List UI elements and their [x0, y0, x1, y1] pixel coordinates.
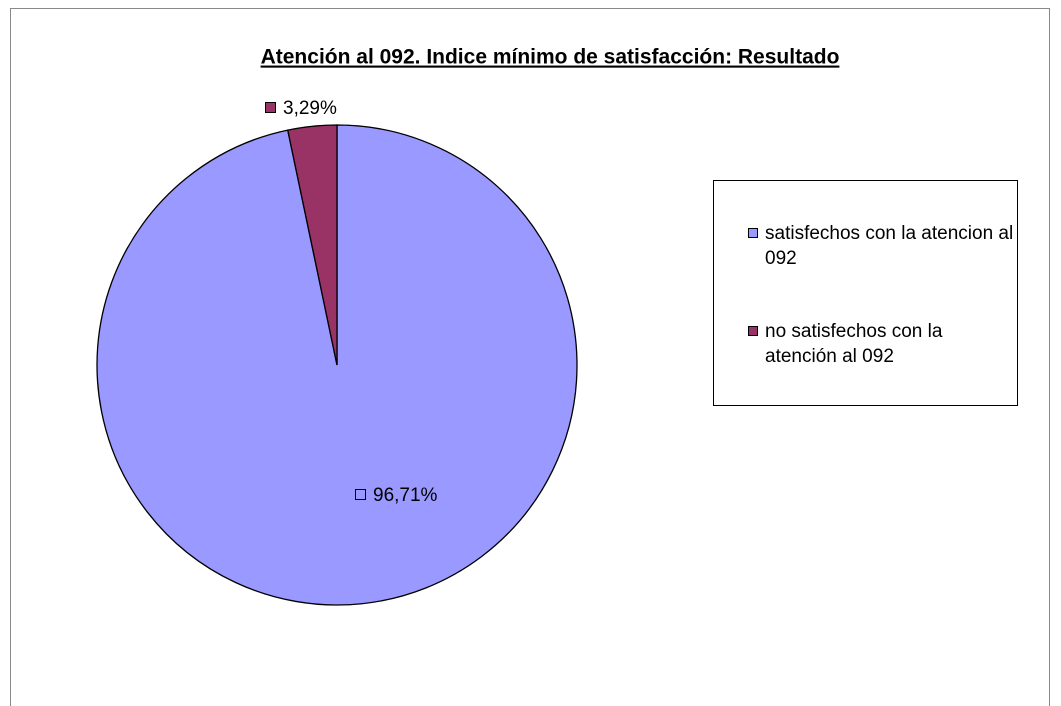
legend: satisfechos con la atencion al 092 no sat… — [713, 180, 1018, 406]
data-label: 3,29% — [283, 98, 337, 119]
legend-label: satisfechos con la atencion al 092 — [765, 223, 1014, 269]
chart-title: Atención al 092. Indice mínimo de satisf… — [261, 46, 840, 69]
legend-swatch — [748, 228, 758, 238]
pie-slice — [286, 124, 338, 366]
legend-swatch — [748, 326, 758, 336]
data-label: 96,71% — [373, 485, 438, 506]
label-marker — [355, 489, 366, 500]
legend-entry: no satisfechos con la atención al 092 — [748, 319, 1015, 369]
legend-label: no satisfechos con la atención al 092 — [765, 321, 943, 367]
legend-entry: satisfechos con la atencion al 092 — [748, 221, 1015, 271]
label-marker — [265, 102, 276, 113]
